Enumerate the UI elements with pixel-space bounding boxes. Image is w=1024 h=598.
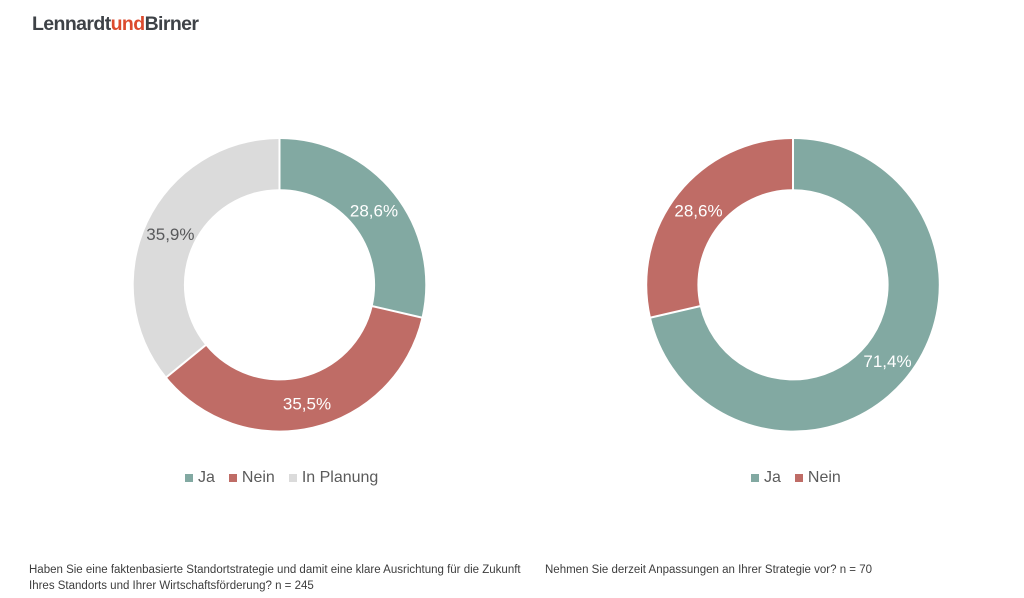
- svg-text:35,5%: 35,5%: [283, 394, 331, 413]
- svg-text:28,6%: 28,6%: [350, 202, 398, 221]
- svg-text:71,4%: 71,4%: [863, 352, 911, 371]
- svg-text:28,6%: 28,6%: [674, 202, 722, 221]
- svg-text:35,9%: 35,9%: [146, 225, 194, 244]
